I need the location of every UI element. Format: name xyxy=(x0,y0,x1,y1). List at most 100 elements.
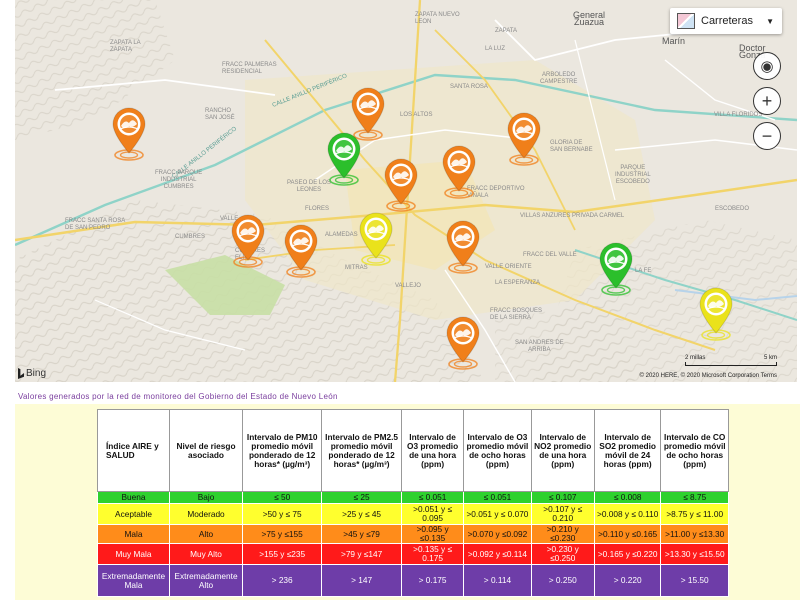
station-marker-mala[interactable] xyxy=(503,110,545,168)
map-copyright[interactable]: © 2020 HERE, © 2020 Microsoft Corporatio… xyxy=(639,373,777,379)
table-cell: >0.110 y ≤0.165 xyxy=(593,524,662,544)
map-label: FRACC PALMERAS RESIDENCIAL xyxy=(222,62,277,75)
station-marker-mala[interactable] xyxy=(227,212,269,270)
table-cell: ≤ 0.051 xyxy=(400,491,465,504)
map-label: FLORES xyxy=(305,206,330,212)
table-cell: Muy Mala xyxy=(97,543,170,565)
station-marker-mala[interactable] xyxy=(280,222,322,280)
map-label-city: Marín xyxy=(662,36,686,46)
minus-icon: − xyxy=(761,126,773,146)
table-cell: Bajo xyxy=(168,491,244,504)
map-label: FRACC DEPORTIVO VIÑALA xyxy=(467,186,525,199)
map-label: GLORIA DE SAN BERNABE xyxy=(550,140,593,153)
map-style-dropdown[interactable]: Carreteras ▼ xyxy=(670,8,782,34)
table-header-cell: Nivel de riesgo asociado xyxy=(168,409,244,492)
table-cell: >13.30 y ≤15.50 xyxy=(660,543,729,565)
table-cell: > 147 xyxy=(321,564,402,597)
station-marker-mala[interactable] xyxy=(442,218,484,276)
map-label: MITRAS xyxy=(345,265,368,271)
table-header-cell: Intervalo de PM2.5 promedio móvil ponder… xyxy=(321,409,402,492)
table-cell: > 236 xyxy=(242,564,323,597)
table-cell: > 0.220 xyxy=(593,564,662,597)
table-cell: >0.230 y ≤0.250 xyxy=(530,543,595,565)
table-row-extrema: Extremadamente Mala Extremadamente Alto > … xyxy=(97,564,729,597)
table-cell: >25 y ≤ 45 xyxy=(321,503,402,525)
air-quality-map[interactable]: ZAPATA LA ZAPATA ZAPATA NUEVO LEON ZAPAT… xyxy=(15,0,797,382)
map-caption: Valores generados por la red de monitore… xyxy=(18,392,338,401)
bing-logo-text: Bing xyxy=(26,368,47,379)
station-marker-mala[interactable] xyxy=(438,143,480,201)
map-base xyxy=(15,0,797,382)
map-label: ZAPATA NUEVO LEON xyxy=(415,12,460,25)
table-cell: >75 y ≤155 xyxy=(242,524,323,544)
table-cell: Muy Alto xyxy=(168,543,244,565)
station-marker-aceptable[interactable] xyxy=(355,210,397,268)
map-label: ZAPATA LA ZAPATA xyxy=(110,40,141,53)
table-cell: >0.008 y ≤ 0.110 xyxy=(593,503,662,525)
table-cell: ≤ 0.051 xyxy=(463,491,532,504)
table-cell: >0.210 y ≤0.230 xyxy=(530,524,595,544)
map-label: VALLEJO xyxy=(395,283,421,289)
table-cell: Extremadamente Alto xyxy=(168,564,244,597)
table-cell: >45 y ≤79 xyxy=(321,524,402,544)
air-quality-index-table: Índice AIRE y SALUD Nivel de riesgo asoci… xyxy=(97,409,729,597)
map-label: LOS ALTOS xyxy=(400,112,433,118)
station-marker-mala[interactable] xyxy=(442,314,484,372)
map-label: FRACC DEL VALLE xyxy=(523,252,577,258)
scale-label-km: 5 km xyxy=(763,355,777,361)
chevron-down-icon: ▼ xyxy=(766,16,774,26)
station-marker-mala[interactable] xyxy=(108,105,150,163)
station-marker-mala[interactable] xyxy=(380,156,422,214)
map-label: ARBOLEDO CAMPESTRE xyxy=(540,72,578,85)
map-label: PASEO DE LOS LEONES xyxy=(287,180,331,193)
bing-icon xyxy=(18,368,24,379)
table-row-buena: Buena Bajo ≤ 50 ≤ 25 ≤ 0.051 ≤ 0.051 ≤ 0.107 ≤ … xyxy=(97,491,729,504)
station-marker-buena[interactable] xyxy=(595,240,637,298)
table-header-row: Índice AIRE y SALUD Nivel de riesgo asoci… xyxy=(97,409,729,492)
map-label: VILLAS ANZURES PRIVADA CARMEL xyxy=(520,213,625,219)
scale-label-miles: 2 millas xyxy=(685,355,706,361)
table-header-cell: Intervalo de O3 promedio de una hora (pp… xyxy=(400,409,465,492)
table-cell: >8.75 y ≤ 11.00 xyxy=(660,503,729,525)
zoom-out-button[interactable]: − xyxy=(753,122,781,150)
map-label: FRACC PARQUE INDUSTRIAL CUMBRES xyxy=(155,170,203,190)
table-cell: > 0.175 xyxy=(400,564,465,597)
map-label: FRACC SANTA ROSA DE SAN PEDRO xyxy=(65,218,126,231)
map-style-label: Carreteras xyxy=(701,15,753,27)
map-label: LA LUZ xyxy=(485,46,506,52)
table-header-cell: Intervalo de SO2 promedio móvil de 24 ho… xyxy=(593,409,662,492)
table-cell: >0.051 y ≤ 0.095 xyxy=(400,503,465,525)
table-cell: >0.092 y ≤0.114 xyxy=(463,543,532,565)
bing-logo[interactable]: Bing xyxy=(18,368,46,379)
table-body: Buena Bajo ≤ 50 ≤ 25 ≤ 0.051 ≤ 0.051 ≤ 0.107 ≤ … xyxy=(97,491,729,597)
station-marker-buena[interactable] xyxy=(323,130,365,188)
map-label: VALLE xyxy=(220,216,239,222)
table-cell: Buena xyxy=(97,491,170,504)
table-cell: Alto xyxy=(168,524,244,544)
table-cell: >0.095 y ≤0.135 xyxy=(400,524,465,544)
table-cell: >50 y ≤ 75 xyxy=(242,503,323,525)
table-cell: > 0.114 xyxy=(463,564,532,597)
locate-me-button[interactable]: ◉ xyxy=(753,52,781,80)
map-label: LA FE xyxy=(635,268,652,274)
map-label: PARQUE INDUSTRIAL ESCOBEDO xyxy=(615,165,651,185)
table-row-aceptable: Aceptable Moderado >50 y ≤ 75 >25 y ≤ 45 >0.… xyxy=(97,503,729,525)
scale-bar xyxy=(685,362,777,366)
table-panel: Índice AIRE y SALUD Nivel de riesgo asoci… xyxy=(15,404,800,600)
locate-icon: ◉ xyxy=(760,57,774,75)
zoom-in-button[interactable]: + xyxy=(753,87,781,115)
table-row-muymala: Muy Mala Muy Alto >155 y ≤235 >79 y ≤147 >0.… xyxy=(97,543,729,565)
table-cell: >11.00 y ≤13.30 xyxy=(660,524,729,544)
table-header-cell: Índice AIRE y SALUD xyxy=(97,409,170,492)
station-marker-aceptable[interactable] xyxy=(695,285,737,343)
table-cell: >0.051 y ≤ 0.070 xyxy=(463,503,532,525)
table-cell: ≤ 8.75 xyxy=(660,491,729,504)
station-marker-mala[interactable] xyxy=(347,85,389,143)
map-label: FRACC BOSQUES DE LA SIERRA xyxy=(490,308,543,321)
table-cell: ≤ 25 xyxy=(321,491,402,504)
table-cell: Extremadamente Mala xyxy=(97,564,170,597)
table-cell: ≤ 0.107 xyxy=(530,491,595,504)
map-label: LA ESPERANZA xyxy=(495,280,541,286)
map-label: ALAMEDAS xyxy=(325,232,358,238)
map-label: SANTA ROSA xyxy=(450,84,488,90)
